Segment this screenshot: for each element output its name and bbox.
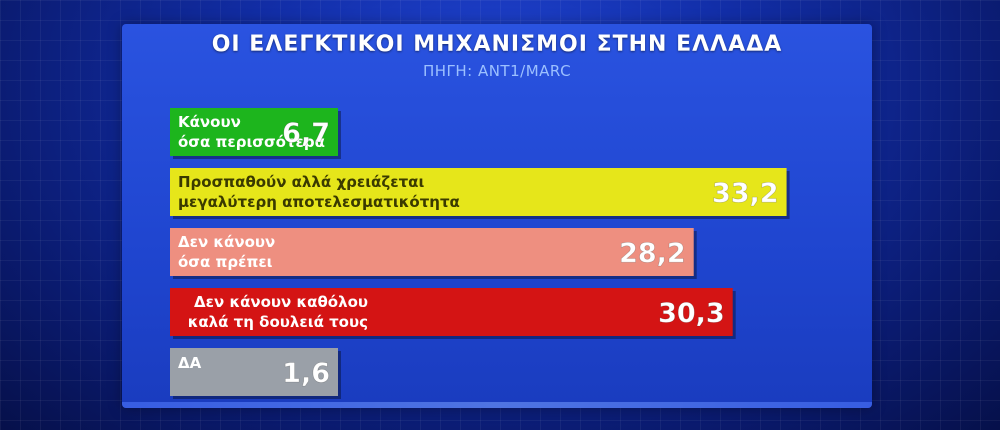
bar [170,288,733,336]
bar [170,228,694,276]
bar-value-label: 1,6 [282,358,330,389]
panel-bottom-stripe [122,402,872,408]
bar-value-label: 33,2 [712,178,779,209]
bar-label-line: Κάνουν [178,113,241,131]
bar-label-line: ΔΑ [178,354,202,372]
bar-label-line: μεγαλύτερη αποτελεσματικότητα [178,193,460,211]
bar-value-label: 30,3 [658,298,725,329]
bar-label-line: όσα περισσότερα [178,133,325,151]
bar [170,348,338,396]
bar-label-line: Δεν κάνουν [178,233,275,251]
bar-label-line: όσα πρέπει [178,253,273,271]
chart-title: ΟΙ ΕΛΕΓΚΤΙΚΟΙ ΜΗΧΑΝΙΣΜΟΙ ΣΤΗΝ ΕΛΛΑΔΑ [211,32,783,57]
bar-value-label: 28,2 [619,238,686,269]
bar-group-1: Προσπαθούν αλλά χρειάζεται μεγαλύτερη απο… [170,168,790,219]
bar-group-4: ΔΑ 1,6 [170,348,341,399]
bar-group-2: Δεν κάνουν όσα πρέπει 28,2 [170,228,697,279]
bar-group-3: Δεν κάνουν καθόλου καλά τη δουλειά τους 30… [170,288,736,339]
bar [170,108,338,156]
chart-subtitle: ΠΗΓΗ: ΑΝΤ1/MARC [422,62,572,80]
bar-label-line: Προσπαθούν αλλά χρειάζεται [178,173,424,191]
bar [170,168,787,216]
bar-label-line: καλά τη δουλειά τους [188,313,368,331]
bar-value-label: 6,7 [282,118,330,149]
bar-label-line: Δεν κάνουν καθόλου [194,293,368,311]
